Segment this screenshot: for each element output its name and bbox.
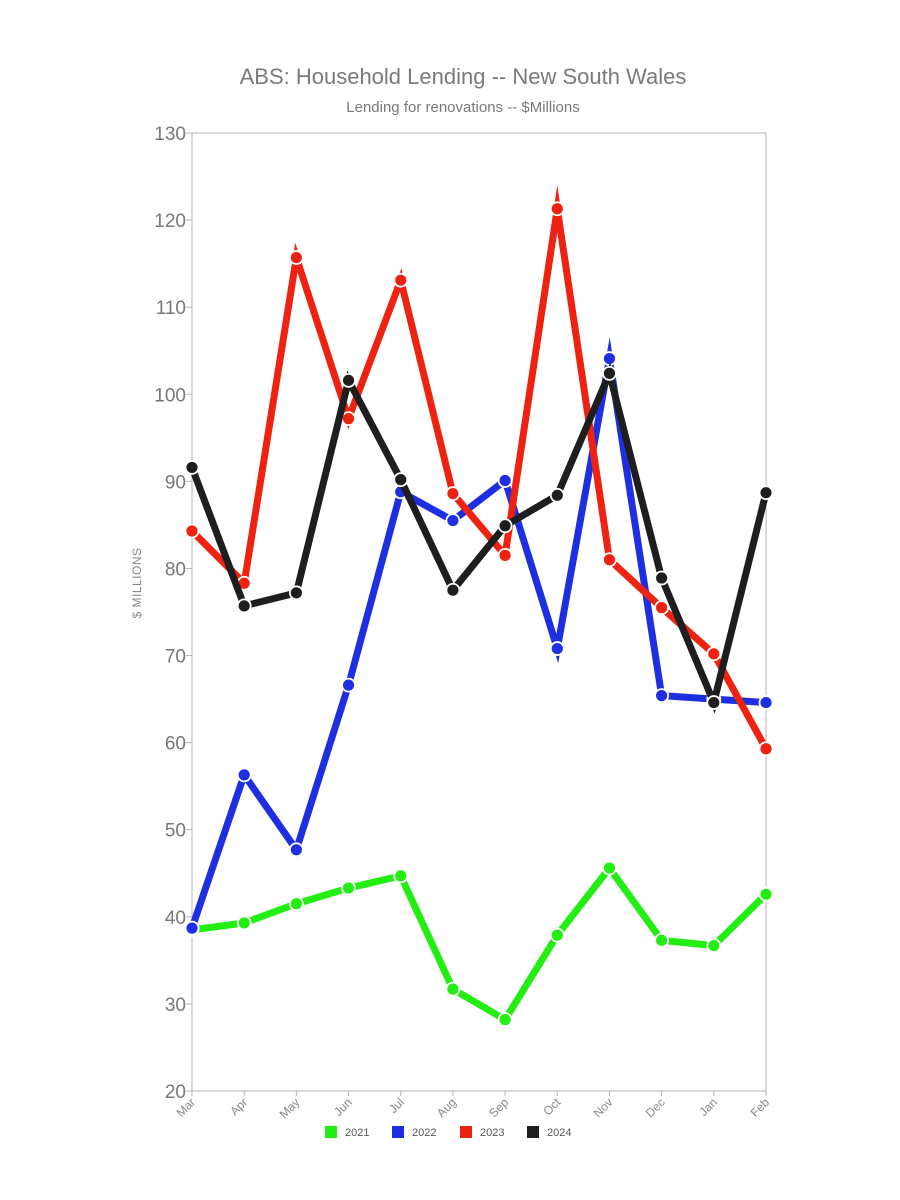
x-tick-label: Jul [386,1095,407,1116]
data-point [341,880,356,896]
y-tick-label: 30 [165,995,186,1016]
data-point [288,250,304,265]
y-tick-label: 60 [165,734,186,755]
data-point [706,646,722,662]
data-point [341,372,356,388]
x-tick-label: May [277,1095,303,1121]
series-line [188,337,767,930]
chart-subtitle: Lending for renovations -- $Millions [346,99,579,116]
x-axis-ticks: Mar Apr May Jun Jul Aug Sep Oct Nov Dec Jan Feb [174,1091,773,1121]
y-tick-label: 80 [165,559,186,580]
series-layer [184,185,774,1027]
data-point [549,487,565,503]
y-axis-ticks: 20 30 40 50 60 70 80 90 100 110 120 130 [154,124,192,1103]
data-point [758,886,774,902]
data-point [497,518,513,534]
data-point [445,981,461,997]
legend-item-2024: 2024 [527,1126,571,1139]
data-point [393,472,409,488]
data-point [549,641,565,656]
data-point [236,767,252,783]
legend-item-2022: 2022 [392,1126,436,1139]
data-point [184,523,200,539]
series-2022 [184,337,774,936]
data-point [654,932,670,948]
legend-label: 2021 [345,1127,369,1139]
data-point [288,585,304,601]
legend-swatch [392,1126,404,1138]
y-tick-label: 90 [165,472,186,493]
y-tick-label: 70 [165,647,186,668]
data-point [445,513,461,528]
legend-swatch [527,1126,539,1138]
data-point [602,351,617,366]
y-tick-label: 110 [156,298,186,319]
series-line [189,185,770,751]
data-point [706,695,722,710]
series-2023 [184,185,774,757]
y-tick-label: 40 [165,908,186,929]
data-point [341,677,356,693]
chart-title: ABS: Household Lending -- New South Wale… [240,64,687,89]
data-point [497,1012,513,1027]
data-point [236,915,252,931]
data-point [758,741,774,757]
legend-swatch [325,1126,337,1138]
data-point [288,896,304,912]
x-tick-label: Nov [591,1095,616,1120]
x-tick-label: Jun [331,1095,355,1119]
data-point [341,411,356,427]
data-point [602,552,617,568]
data-point [393,868,409,884]
x-tick-label: Feb [748,1095,773,1120]
series-line [191,862,769,1025]
legend-label: 2023 [480,1127,504,1139]
data-point [288,842,304,858]
series-2024 [184,362,774,714]
plot-frame [191,132,767,1092]
legend-label: 2022 [412,1127,436,1139]
data-point [236,598,252,614]
x-tick-label: Dec [643,1095,668,1120]
data-point [602,365,617,381]
data-point [706,938,722,953]
data-point [549,201,565,217]
data-point [758,485,774,501]
legend-swatch [460,1126,472,1138]
legend-item-2023: 2023 [460,1126,504,1139]
y-axis-label: $ MILLIONS [130,547,144,618]
y-tick-label: 120 [154,211,186,232]
y-tick-label: 130 [154,124,186,145]
legend: 2021 2022 2023 2024 [325,1126,571,1139]
y-tick-label: 100 [154,385,186,406]
data-point [445,486,461,501]
series-line [188,362,770,714]
series-2021 [184,860,774,1027]
data-point [393,272,409,288]
x-tick-label: Sep [486,1095,511,1120]
data-point [602,860,617,876]
data-point [497,473,513,488]
y-tick-label: 50 [165,821,186,842]
legend-item-2021: 2021 [325,1126,369,1139]
data-point [497,547,513,563]
data-point [758,695,774,710]
x-tick-label: Oct [540,1095,564,1119]
data-point [184,920,200,936]
x-tick-label: Apr [227,1095,250,1118]
data-point [549,927,565,943]
x-tick-label: Aug [434,1095,459,1120]
data-point [654,600,670,616]
data-point [654,570,670,586]
legend-label: 2024 [547,1127,571,1139]
data-point [184,460,200,475]
x-tick-label: Jan [696,1095,720,1119]
data-point [445,582,461,598]
data-point [654,688,670,704]
y-tick-label: 20 [165,1082,186,1103]
